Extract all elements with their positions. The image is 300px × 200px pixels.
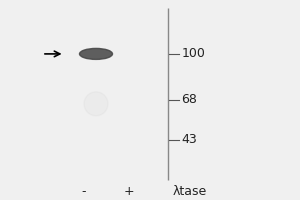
Text: -: - bbox=[82, 185, 86, 198]
Text: 68: 68 bbox=[182, 93, 197, 106]
Text: 100: 100 bbox=[182, 47, 206, 60]
Ellipse shape bbox=[84, 92, 108, 116]
Ellipse shape bbox=[80, 48, 112, 59]
Text: 43: 43 bbox=[182, 133, 197, 146]
Text: λtase: λtase bbox=[172, 185, 207, 198]
Text: +: + bbox=[124, 185, 134, 198]
